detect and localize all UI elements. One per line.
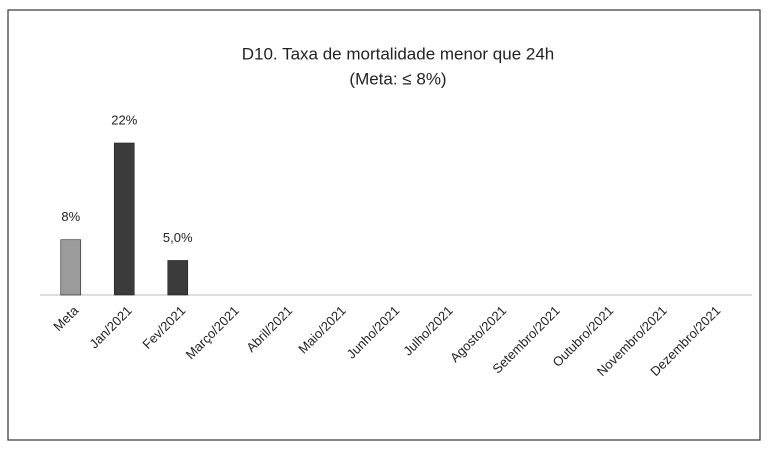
bar (60, 239, 82, 296)
chart-title: D10. Taxa de mortalidade menor que 24h (242, 44, 555, 63)
bar (167, 260, 189, 296)
data-label: 5,0% (163, 230, 193, 245)
bar (113, 142, 135, 296)
chart-subtitle: (Meta: ≤ 8%) (349, 69, 446, 88)
data-label: 22% (111, 112, 137, 127)
data-label: 8% (61, 209, 80, 224)
